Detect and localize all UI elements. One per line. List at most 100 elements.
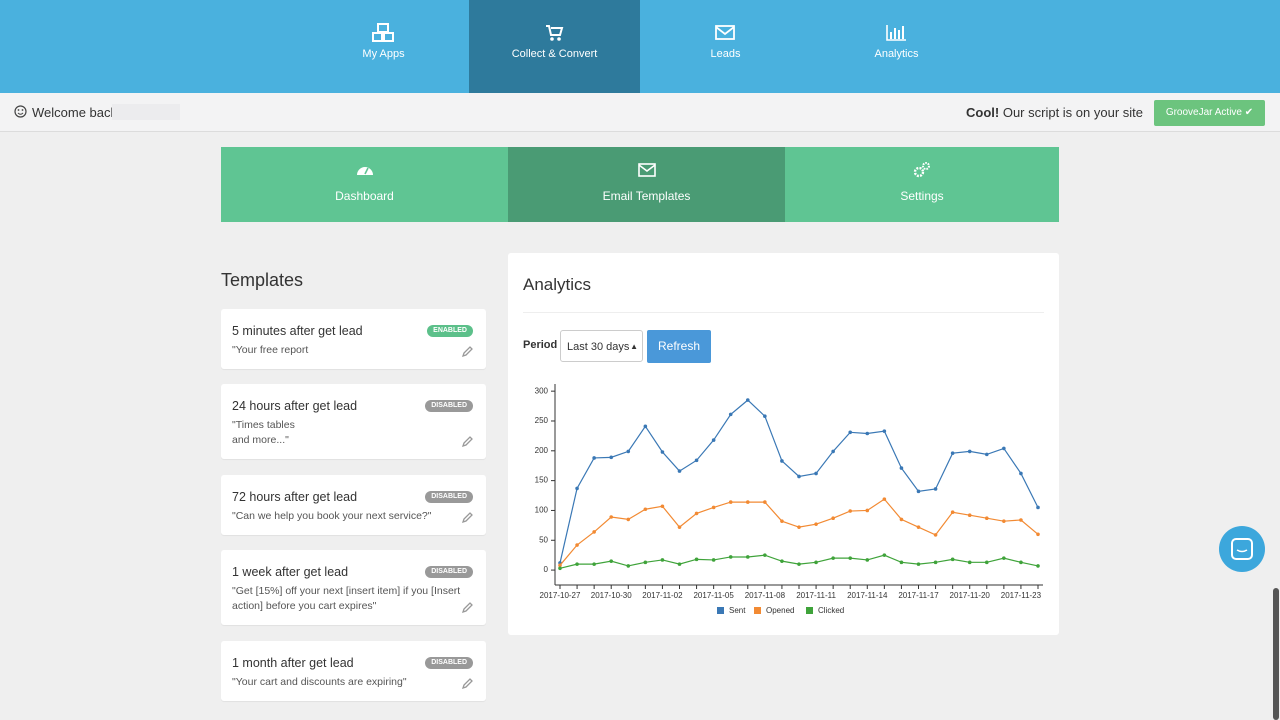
edit-icon[interactable]: [461, 346, 473, 358]
status-bar: [0, 93, 1280, 132]
icon: [913, 162, 930, 178]
y-tick-label: 150: [535, 476, 549, 485]
chat-button[interactable]: [1219, 526, 1265, 572]
point: [831, 556, 835, 560]
status-badge: DISABLED: [425, 400, 473, 412]
template-card[interactable]: 24 hours after get lead "Times tables and…: [221, 384, 486, 459]
point: [984, 560, 989, 565]
smile-icon: [14, 105, 27, 118]
point: [1036, 564, 1040, 568]
edit-icon[interactable]: [461, 678, 473, 690]
point: [933, 487, 938, 491]
x-tick-label: 2017-10-27: [540, 591, 581, 600]
template-description: "Get [15%] off your next [insert item] i…: [232, 585, 461, 612]
top-nav: My Apps Collect & Convert Leads Analytic…: [0, 0, 1280, 93]
point: [711, 438, 716, 442]
x-tick-label: 2017-11-02: [642, 591, 683, 600]
icon: [546, 25, 564, 41]
icon: [637, 163, 656, 177]
y-tick-label: 200: [535, 446, 549, 455]
y-tick-label: 0: [544, 565, 549, 574]
point: [950, 510, 955, 515]
point: [882, 429, 887, 433]
point: [660, 504, 665, 509]
point: [848, 430, 853, 435]
point: [575, 562, 579, 566]
point: [950, 557, 955, 562]
point: [1019, 471, 1023, 476]
edit-icon[interactable]: [461, 436, 473, 448]
point: [916, 562, 921, 566]
x-tick-label: 2017-11-05: [693, 591, 734, 600]
point: [745, 500, 750, 504]
point: [1036, 505, 1040, 510]
groovejar-button[interactable]: GrooveJar Active ✔: [1154, 100, 1265, 126]
status-badge: DISABLED: [425, 491, 473, 503]
point: [575, 486, 579, 491]
template-title: 72 hours after get lead: [232, 490, 358, 504]
subnav-settings[interactable]: Settings: [785, 147, 1059, 222]
icon: [356, 167, 373, 175]
point: [575, 543, 579, 547]
point: [865, 431, 870, 436]
x-tick-label: 2017-11-14: [847, 591, 888, 600]
icon: [372, 23, 394, 42]
analytics-panel: [508, 253, 1059, 635]
legend-label: Sent: [729, 606, 746, 615]
point: [1019, 560, 1023, 565]
subnav-dashboard[interactable]: Dashboard: [221, 147, 508, 222]
y-tick-label: 100: [535, 506, 549, 515]
point: [797, 525, 801, 529]
template-title: 1 week after get lead: [232, 565, 349, 579]
point: [711, 558, 716, 562]
point: [763, 553, 767, 557]
point: [694, 511, 699, 516]
template-description: "Can we help you book your next service?…: [232, 510, 432, 522]
point: [1019, 518, 1023, 522]
point: [643, 560, 648, 565]
icon: [886, 25, 906, 41]
x-tick-label: 2017-11-20: [950, 591, 991, 600]
template-card[interactable]: 1 month after get lead "Your cart and dis…: [221, 641, 486, 701]
point: [745, 555, 750, 559]
template-card[interactable]: 1 week after get lead "Get [15%] off your…: [221, 550, 486, 625]
template-card[interactable]: 5 minutes after get lead "Your free repor…: [221, 309, 486, 369]
select-value: Last 30 days: [567, 341, 630, 353]
point: [882, 497, 887, 501]
chat-icon: [1231, 538, 1253, 560]
point: [797, 474, 801, 479]
edit-icon[interactable]: [461, 512, 473, 524]
period-select[interactable]: Last 30 days ▲︎: [560, 330, 643, 362]
point: [763, 414, 767, 419]
point: [780, 559, 784, 563]
point: [967, 513, 972, 518]
template-card[interactable]: 72 hours after get lead "Can we help you …: [221, 475, 486, 535]
period-label: Period: [523, 339, 558, 351]
point: [609, 559, 614, 563]
subnav-label: Settings: [900, 189, 944, 203]
subnav-email[interactable]: Email Templates: [508, 147, 785, 222]
edit-icon[interactable]: [461, 602, 473, 614]
scrollbar: [1273, 588, 1279, 720]
status-badge: ENABLED: [427, 325, 473, 337]
refresh-button[interactable]: Refresh: [647, 330, 711, 363]
point: [933, 560, 938, 565]
legend-label: Clicked: [818, 606, 844, 615]
point: [1036, 532, 1040, 537]
subnav-label: Dashboard: [335, 189, 394, 203]
point: [711, 505, 716, 510]
template-description: "Your cart and discounts are expiring": [232, 676, 407, 688]
nav-collect[interactable]: Collect & Convert: [469, 0, 640, 93]
nav-my-apps[interactable]: My Apps: [298, 0, 469, 93]
point: [831, 449, 835, 454]
nav-leads[interactable]: Leads: [640, 0, 811, 93]
template-title: 5 minutes after get lead: [232, 324, 363, 338]
point: [609, 515, 614, 519]
chart: 0 50 100 150 200 250 300 2017-10-27 2017-10-30 20…: [535, 384, 1043, 615]
point: [780, 519, 784, 523]
point: [592, 456, 596, 460]
user-name-redacted: [112, 104, 180, 120]
nav-analytics[interactable]: Analytics: [811, 0, 982, 93]
button-label: GrooveJar Active: [1165, 107, 1242, 118]
